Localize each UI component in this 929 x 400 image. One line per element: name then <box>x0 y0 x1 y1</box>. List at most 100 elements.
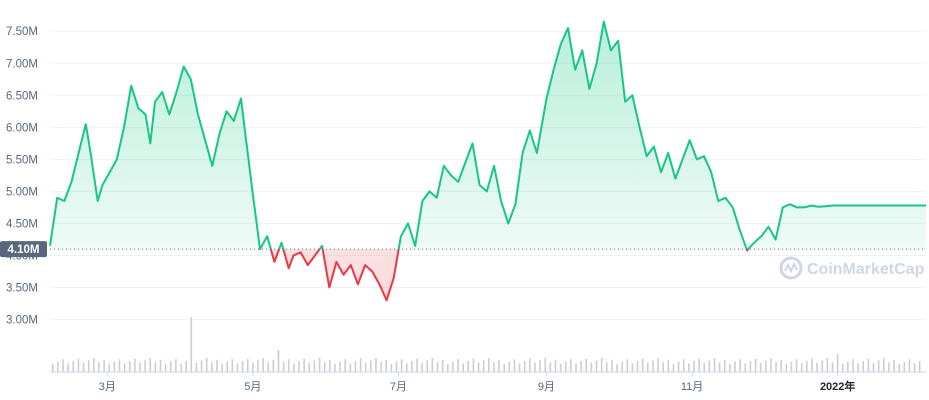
y-tick-label: 5.50M <box>6 154 38 166</box>
volume-bar <box>570 359 572 372</box>
volume-bar <box>508 361 511 372</box>
x-tick-label: 11月 <box>681 381 703 393</box>
volume-bar <box>364 362 367 372</box>
volume-bar <box>164 364 167 372</box>
volume-bar <box>723 359 726 372</box>
volume-bar <box>272 359 275 372</box>
volume-bar <box>62 359 64 372</box>
y-tick-label: 4.50M <box>6 218 38 230</box>
volume-bar <box>698 358 700 372</box>
volume-bar <box>836 354 839 372</box>
volume-bar <box>852 359 854 372</box>
volume-bar <box>575 363 577 372</box>
volume-bar <box>734 361 736 372</box>
volume-bar <box>493 362 495 372</box>
y-tick-label: 5.00M <box>6 186 38 198</box>
volume-bar <box>82 362 85 372</box>
price-line <box>49 20 926 302</box>
volume-bar <box>257 360 259 372</box>
volume-bar <box>775 362 777 372</box>
volume-bar <box>431 358 434 372</box>
volume-bar <box>390 364 393 372</box>
volume-bar <box>770 358 772 372</box>
volume-bar <box>226 361 228 372</box>
x-tick-label: 5月 <box>244 381 261 393</box>
area-above-baseline <box>50 21 926 250</box>
volume-bar <box>913 363 916 372</box>
volume-bar <box>380 362 382 372</box>
volume-bar <box>590 362 593 372</box>
volume-bar <box>52 364 54 372</box>
volume-bar <box>72 361 75 372</box>
volume-bar <box>800 363 803 372</box>
volume-bar <box>595 360 598 372</box>
volume-bar <box>144 360 146 372</box>
volume-bar <box>641 358 644 372</box>
volume-bar <box>436 362 439 372</box>
volume-bar <box>739 359 741 372</box>
volume-bar <box>339 361 341 372</box>
volume-bar <box>841 364 844 372</box>
volume-bar <box>693 361 695 372</box>
volume-bar <box>529 358 531 372</box>
volume-bar <box>293 363 295 372</box>
volume-bar <box>98 362 100 372</box>
y-tick-label: 3.00M <box>6 315 38 327</box>
volume-bar <box>631 363 634 372</box>
volume-bar <box>395 361 398 372</box>
volume-bar <box>446 364 449 372</box>
volume-bar <box>477 362 480 372</box>
volume-bar <box>677 361 680 372</box>
volume-bar <box>149 358 152 372</box>
volume-bar <box>744 363 747 372</box>
volume-bar <box>534 362 536 372</box>
volume-bar <box>482 360 485 372</box>
volume-bar <box>764 360 767 372</box>
volume-bar <box>831 362 834 372</box>
volume-bar <box>585 358 588 372</box>
current-price-label: 4.10M <box>8 244 40 256</box>
volume-bar <box>559 364 562 372</box>
volume-bar <box>882 358 885 372</box>
volume-bar <box>811 358 813 372</box>
volume-bar <box>205 358 208 372</box>
volume-bar <box>328 359 331 372</box>
volume-bar <box>749 361 752 372</box>
volume-bar <box>282 361 285 372</box>
volume-bar <box>708 360 711 372</box>
current-price-badge: 4.10M <box>0 241 47 258</box>
volume-bar <box>703 362 706 372</box>
volume-bar <box>318 358 321 372</box>
volume-bar <box>175 359 177 372</box>
volume-bar <box>308 362 311 372</box>
volume-bar <box>113 361 116 372</box>
volume-bar <box>652 360 654 372</box>
volume-bar <box>87 360 90 372</box>
volume-bar <box>370 360 372 372</box>
volume-bar <box>657 358 659 372</box>
volume-bar <box>759 362 762 372</box>
coinmarketcap-logo-icon <box>779 256 803 280</box>
volume-bar <box>847 361 849 372</box>
volume-bar <box>159 359 162 372</box>
watermark-text: CoinMarketCap <box>807 261 925 278</box>
volume-bar <box>605 362 608 372</box>
volume-bar <box>806 361 808 372</box>
volume-bar <box>564 361 567 372</box>
volume-bar <box>523 361 526 372</box>
volume-bar <box>682 359 685 372</box>
volume-bar <box>539 360 541 372</box>
volume-bar <box>872 362 875 372</box>
volume-bar <box>785 364 788 372</box>
y-tick-label: 6.50M <box>6 90 38 102</box>
volume-bar <box>123 363 126 372</box>
volume-bar <box>903 361 906 372</box>
volume-bar <box>411 361 413 372</box>
volume-bar <box>616 364 618 372</box>
volume-bar <box>298 361 300 372</box>
volume-bar <box>867 358 870 372</box>
volume-bar <box>893 359 895 372</box>
volume-bar <box>611 359 613 372</box>
volume-bar <box>667 359 670 372</box>
